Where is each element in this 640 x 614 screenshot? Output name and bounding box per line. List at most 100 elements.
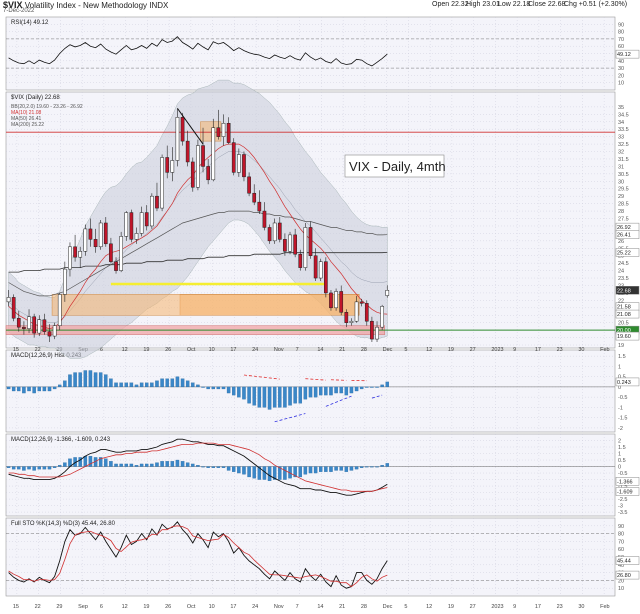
macd-bar: [375, 466, 379, 468]
candle-body: [283, 239, 287, 252]
candle-body: [22, 326, 26, 329]
x-tick-label-upper: 26: [165, 347, 171, 353]
candle-body: [109, 243, 113, 262]
tick-label-macd: -3.5: [618, 510, 627, 516]
macd-bar: [231, 466, 236, 472]
tick-label-macd: -0.5: [618, 471, 627, 477]
macd-hist-bar: [257, 386, 262, 408]
x-tick-label-lower: 26: [165, 604, 171, 610]
candle-body: [334, 291, 338, 309]
macd-hist-bar: [196, 384, 200, 388]
x-tick-label-lower: 24: [252, 604, 258, 610]
candle-body: [150, 195, 154, 227]
x-tick-label-upper: 28: [361, 347, 367, 353]
macd-hist-bar: [6, 386, 11, 390]
candle-body: [6, 297, 11, 303]
macd-bar: [216, 466, 221, 468]
macd-hist-bar: [124, 382, 129, 388]
x-tick-label-lower: 10: [209, 604, 215, 610]
macd-hist-bar: [180, 378, 185, 388]
macd-hist-bar: [155, 380, 159, 388]
candle-body: [155, 195, 159, 209]
x-tick-label-upper: 12: [122, 347, 128, 353]
panel-rsi: [5, 16, 616, 91]
x-tick-label-lower: 21: [339, 604, 345, 610]
x-tick-label-upper: 21: [339, 347, 345, 353]
candle-body: [349, 320, 354, 323]
candle-body: [201, 145, 205, 167]
macd-hist-bar: [283, 386, 287, 408]
candle-body: [134, 233, 139, 240]
macd-bar: [155, 462, 159, 467]
candle-body: [375, 326, 379, 340]
macd-bar: [318, 466, 323, 472]
x-tick-label-lower: 12: [122, 604, 128, 610]
tick-label-price: 34: [618, 120, 624, 126]
macd-bar: [160, 461, 164, 467]
macd-bar: [83, 455, 88, 467]
macd-bar: [206, 466, 210, 468]
macd-bar: [324, 466, 328, 472]
macd-hist-bar: [339, 386, 343, 394]
macd-hist-bar: [344, 386, 349, 396]
close-quote: Close 22.68: [528, 1, 566, 8]
rsi-value-tag-box: [615, 49, 640, 59]
candle-body: [385, 290, 390, 296]
tick-label-macd_hist: 1: [618, 364, 621, 370]
macd-bar: [104, 458, 108, 467]
candle-body: [211, 127, 216, 181]
tick-label-macd: -3: [618, 504, 623, 510]
price-value-tag-box: [615, 309, 640, 319]
candle-body: [252, 192, 257, 203]
tick-label-macd: -2.5: [618, 497, 627, 503]
tick-label-price: 35: [618, 105, 624, 111]
candle-body: [344, 312, 349, 323]
chart-title-line: $VIX Volatility Index - New Methodology …: [3, 0, 168, 10]
price-value-tag: 21.58: [617, 305, 631, 311]
macd-hist-bar: [104, 374, 108, 388]
candle-body: [37, 319, 42, 334]
macd-line: [8, 438, 388, 496]
candle-body: [226, 123, 231, 143]
tick-label-price: 22: [618, 298, 624, 304]
macd-hist-bar: [272, 386, 277, 408]
tick-label-price: 30: [618, 179, 624, 185]
macd-hist-bar: [47, 386, 52, 392]
macd-bar: [109, 461, 113, 467]
x-tick-label-lower: 6: [100, 604, 103, 610]
tick-label-rsi: 40: [618, 59, 624, 65]
macd-hist-bar: [22, 386, 26, 394]
x-tick-label-upper: 17: [535, 347, 541, 353]
x-tick-label-upper: Nov: [274, 347, 284, 353]
macd-hist-bar: [226, 386, 231, 394]
x-tick-label-upper: 19: [143, 347, 149, 353]
macd-hist-value-tag: 0.243: [617, 380, 631, 386]
candle-body: [185, 140, 190, 163]
x-tick-label-upper: Feb: [600, 347, 609, 353]
x-tick-label-upper: 9: [513, 347, 516, 353]
tick-label-macd_hist: -2: [618, 426, 623, 432]
macd-hist-bar: [170, 378, 175, 388]
candle-body: [165, 157, 170, 173]
macd-hist-bar: [211, 386, 216, 390]
price-value-tag: 26.41: [617, 233, 631, 239]
macd-bar: [247, 466, 251, 478]
tick-label-sto: 90: [618, 524, 624, 530]
macd-bar: [37, 466, 42, 470]
x-tick-label-upper: 22: [35, 347, 41, 353]
price-value-tag: 21.08: [617, 312, 631, 318]
tick-label-sto: 40: [618, 563, 624, 569]
macd-bar: [6, 466, 11, 468]
candle-body: [47, 331, 52, 337]
macd-bar: [196, 465, 200, 467]
price-value-tag-box: [615, 286, 640, 295]
macd-bar: [191, 463, 195, 467]
candle-body: [124, 212, 129, 237]
macd-hist-bar: [247, 386, 251, 404]
candle-body: [318, 261, 323, 279]
rsi-line: [8, 36, 388, 67]
candle-body: [129, 212, 134, 240]
divergence-line: [274, 413, 306, 423]
candle-body: [303, 227, 308, 268]
macd-bar: [272, 466, 277, 480]
